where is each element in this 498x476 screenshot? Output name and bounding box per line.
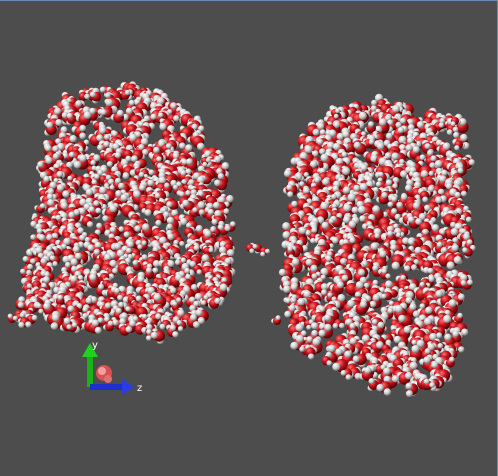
z-axis-label: z	[137, 383, 142, 394]
x-axis-arrow	[96, 365, 112, 383]
axes-orientation-widget: y z	[82, 340, 142, 395]
water-slab-left	[14, 81, 236, 345]
vapor-molecules	[7, 108, 461, 325]
y-axis-arrow	[82, 343, 98, 387]
water-slab-right	[278, 93, 476, 398]
z-axis-arrow	[90, 379, 134, 395]
y-axis-label: y	[92, 340, 98, 351]
